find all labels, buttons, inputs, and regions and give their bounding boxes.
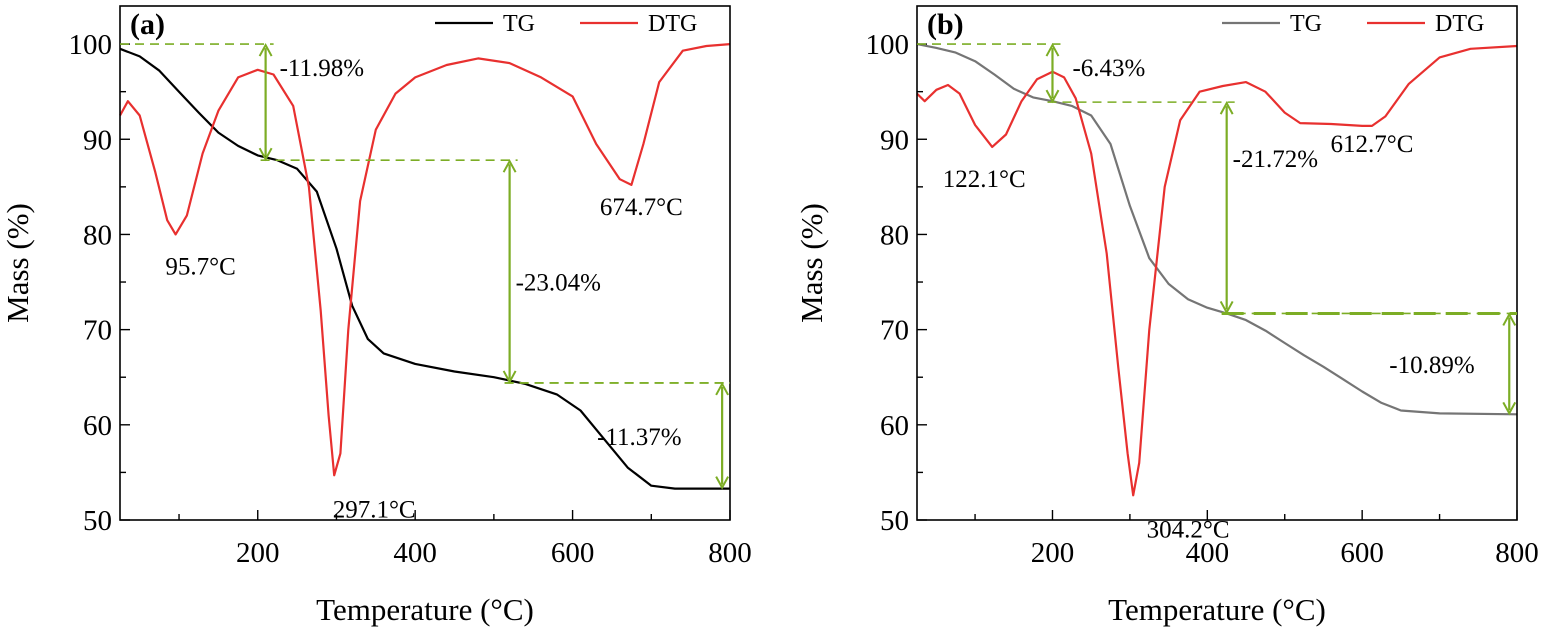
arrow-head-down [502, 370, 517, 385]
x-axis-title: Temperature (°C) [316, 592, 534, 627]
x-tick-label: 400 [1186, 537, 1230, 569]
arrow-head-up [1502, 312, 1517, 326]
x-axis-title: Temperature (°C) [1108, 592, 1326, 627]
peak-temperature-label: 297.1°C [333, 496, 416, 523]
mass-loss-label: -23.04% [516, 270, 601, 297]
mass-loss-label: -21.72% [1233, 146, 1318, 173]
x-tick-label: 600 [1340, 537, 1384, 569]
y-tick-label: 90 [880, 124, 909, 156]
peak-temperature-label: 122.1°C [943, 166, 1026, 193]
y-axis-title: Mass (%) [0, 203, 35, 323]
peak-temperature-label: 304.2°C [1147, 516, 1230, 543]
arrow-head-up [1045, 42, 1060, 57]
panel-label: (b) [927, 8, 964, 41]
y-axis-title: Mass (%) [794, 203, 829, 323]
arrow-head-up [502, 159, 517, 173]
legend-label-tg: TG [1290, 11, 1322, 37]
y-tick-label: 50 [83, 505, 112, 537]
y-tick-label: 70 [880, 315, 909, 347]
arrow-head-up [1219, 101, 1234, 115]
arrow-head-up [715, 381, 730, 396]
mass-loss-label: -11.98% [280, 55, 364, 82]
x-tick-label: 200 [1031, 537, 1075, 569]
y-tick-label: 90 [83, 124, 112, 156]
x-tick-label: 200 [236, 537, 280, 569]
y-tick-label: 100 [69, 29, 113, 61]
y-tick-label: 50 [880, 505, 909, 537]
arrow-head-down [1502, 401, 1517, 416]
x-tick-label: 800 [708, 537, 752, 569]
y-tick-label: 70 [83, 315, 112, 347]
plot-frame [119, 5, 731, 521]
arrow-head-up [258, 42, 273, 57]
mass-loss-label: -6.43% [1072, 55, 1145, 82]
mass-loss-label: -11.37% [597, 424, 681, 451]
chart-panel-a: 200 400 600 800 50 60 70 80 90 100 Temperature (°C… [0, 5, 752, 627]
arrow-head-down [258, 147, 273, 162]
legend-label-dtg: DTG [648, 11, 697, 37]
plot-frame [916, 5, 1518, 521]
x-tick-label: 600 [551, 537, 595, 569]
y-tick-label: 60 [880, 410, 909, 442]
y-tick-label: 60 [83, 410, 112, 442]
peak-temperature-label: 95.7°C [165, 253, 235, 280]
peak-temperature-label: 674.7°C [600, 194, 683, 221]
x-tick-label: 800 [1495, 537, 1539, 569]
series-line-tg [916, 43, 1518, 416]
mass-loss-label: -10.89% [1389, 352, 1474, 379]
y-tick-label: 80 [83, 219, 112, 251]
panel-label: (a) [130, 8, 165, 41]
series-line-dtg [916, 44, 1518, 497]
legend-label-dtg: DTG [1435, 11, 1484, 37]
x-tick-label: 400 [393, 537, 437, 569]
arrow-head-down [715, 476, 730, 490]
y-tick-label: 80 [880, 219, 909, 251]
series-line-dtg [119, 43, 731, 477]
series-line-tg [119, 47, 730, 490]
legend-label-tg: TG [503, 11, 535, 37]
y-tick-label: 100 [866, 29, 910, 61]
arrow-head-down [1045, 89, 1060, 104]
chart-panel-b: 200 400 600 800 50 60 70 80 90 100 Temperature (°C… [794, 5, 1539, 627]
peak-temperature-label: 612.7°C [1331, 131, 1414, 158]
